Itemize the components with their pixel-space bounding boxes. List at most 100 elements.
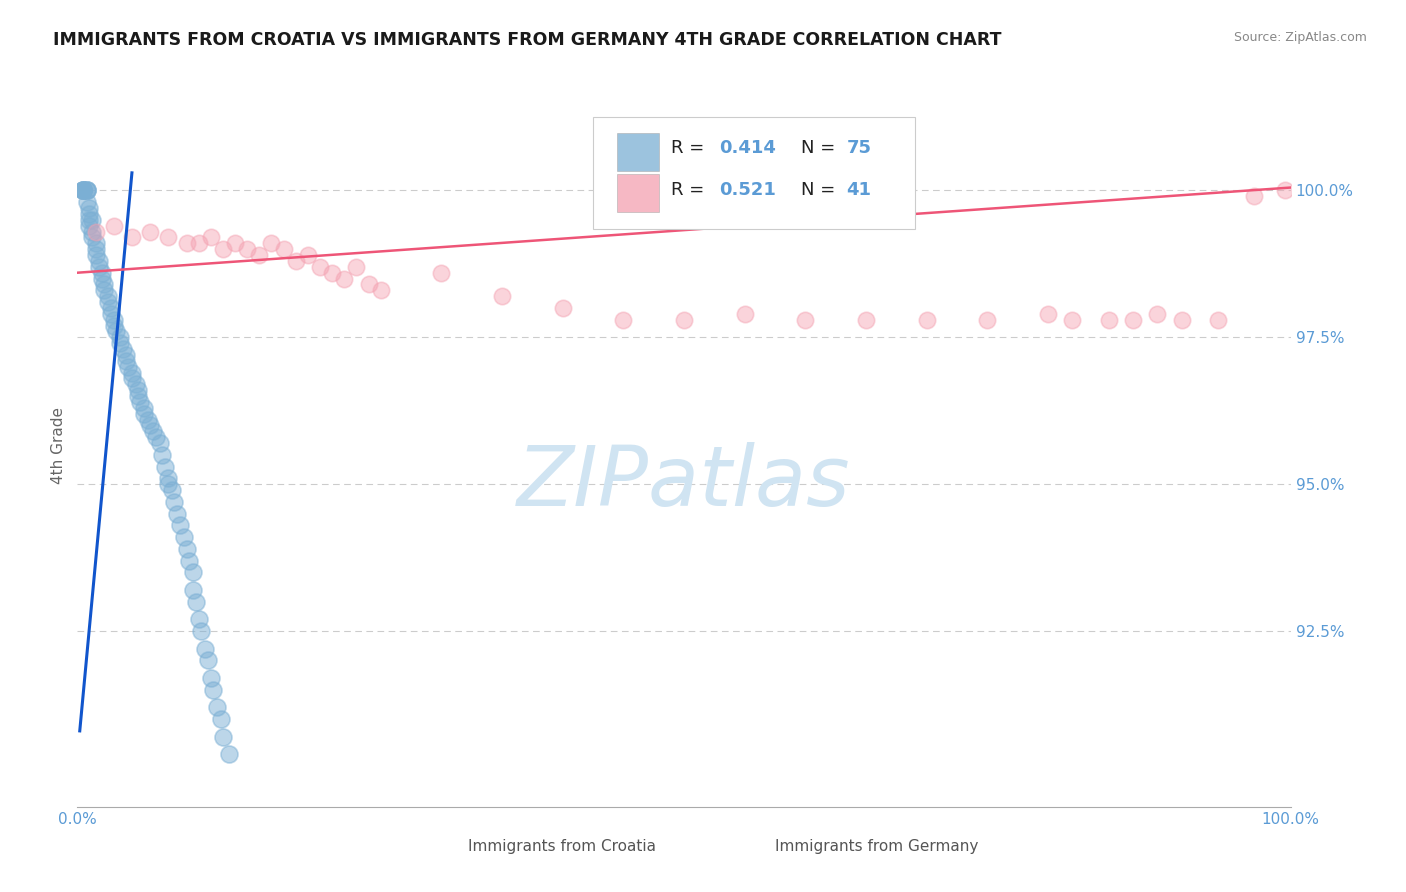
- Text: 0.521: 0.521: [720, 180, 776, 199]
- Point: [90, 271, 112, 285]
- Point: [1243, 189, 1265, 203]
- Point: [89, 260, 111, 274]
- Point: [181, 582, 204, 597]
- Point: [132, 407, 155, 421]
- Point: [491, 289, 513, 303]
- Text: Source: ZipAtlas.com: Source: ZipAtlas.com: [1233, 31, 1367, 45]
- Point: [72, 184, 94, 198]
- Point: [202, 682, 225, 697]
- FancyBboxPatch shape: [617, 174, 658, 212]
- Point: [93, 277, 115, 292]
- Point: [108, 336, 131, 351]
- Text: R =: R =: [671, 180, 710, 199]
- Text: 0.414: 0.414: [720, 139, 776, 157]
- Text: 41: 41: [846, 180, 872, 199]
- Point: [117, 359, 139, 374]
- Point: [166, 507, 188, 521]
- Point: [100, 307, 122, 321]
- Point: [734, 307, 756, 321]
- Point: [1098, 312, 1121, 326]
- Point: [157, 477, 180, 491]
- Point: [200, 230, 222, 244]
- Text: Immigrants from Croatia: Immigrants from Croatia: [468, 839, 657, 855]
- Point: [127, 389, 149, 403]
- Point: [72, 184, 94, 198]
- Point: [794, 312, 817, 326]
- Point: [153, 459, 176, 474]
- Point: [115, 354, 138, 368]
- Point: [72, 184, 94, 198]
- Point: [150, 448, 173, 462]
- Point: [333, 271, 356, 285]
- Point: [127, 383, 149, 397]
- Point: [80, 225, 103, 239]
- Point: [132, 401, 155, 415]
- Point: [84, 242, 107, 256]
- Point: [224, 236, 246, 251]
- Point: [1206, 312, 1229, 326]
- Point: [915, 312, 938, 326]
- Point: [218, 747, 240, 762]
- Point: [84, 248, 107, 262]
- Point: [136, 412, 159, 426]
- Point: [321, 266, 343, 280]
- Point: [344, 260, 367, 274]
- Point: [163, 495, 186, 509]
- Point: [551, 301, 574, 315]
- Point: [209, 712, 232, 726]
- Point: [93, 283, 115, 297]
- Point: [194, 641, 217, 656]
- Point: [121, 366, 143, 380]
- Point: [357, 277, 380, 292]
- Point: [139, 418, 162, 433]
- Point: [97, 289, 120, 303]
- Point: [197, 653, 219, 667]
- FancyBboxPatch shape: [433, 834, 464, 861]
- Point: [129, 395, 152, 409]
- Point: [160, 483, 183, 497]
- Point: [1036, 307, 1059, 321]
- Point: [103, 312, 125, 326]
- Point: [76, 184, 98, 198]
- Point: [260, 236, 283, 251]
- Point: [157, 471, 180, 485]
- Point: [176, 236, 198, 251]
- Point: [142, 425, 165, 439]
- Point: [97, 295, 120, 310]
- Point: [273, 242, 295, 256]
- Point: [1062, 312, 1084, 326]
- Point: [157, 230, 180, 244]
- Point: [309, 260, 332, 274]
- Point: [1274, 184, 1296, 198]
- Point: [190, 624, 212, 638]
- Point: [80, 212, 103, 227]
- FancyBboxPatch shape: [740, 834, 772, 861]
- Point: [121, 230, 143, 244]
- Point: [187, 612, 209, 626]
- Point: [108, 330, 131, 344]
- Point: [76, 195, 98, 210]
- Point: [103, 318, 125, 333]
- Point: [247, 248, 270, 262]
- Point: [212, 730, 235, 744]
- Point: [855, 312, 877, 326]
- Point: [79, 207, 101, 221]
- Point: [105, 325, 128, 339]
- Text: 75: 75: [846, 139, 872, 157]
- Point: [115, 348, 138, 362]
- Point: [169, 518, 191, 533]
- Point: [370, 283, 392, 297]
- Text: N =: N =: [800, 180, 841, 199]
- Point: [121, 371, 143, 385]
- Point: [186, 595, 208, 609]
- Text: IMMIGRANTS FROM CROATIA VS IMMIGRANTS FROM GERMANY 4TH GRADE CORRELATION CHART: IMMIGRANTS FROM CROATIA VS IMMIGRANTS FR…: [53, 31, 1002, 49]
- Point: [1122, 312, 1144, 326]
- Point: [284, 254, 307, 268]
- Point: [149, 436, 172, 450]
- Point: [181, 566, 204, 580]
- FancyBboxPatch shape: [617, 133, 658, 170]
- Point: [176, 541, 198, 556]
- Point: [430, 266, 453, 280]
- Point: [976, 312, 998, 326]
- Point: [200, 671, 222, 685]
